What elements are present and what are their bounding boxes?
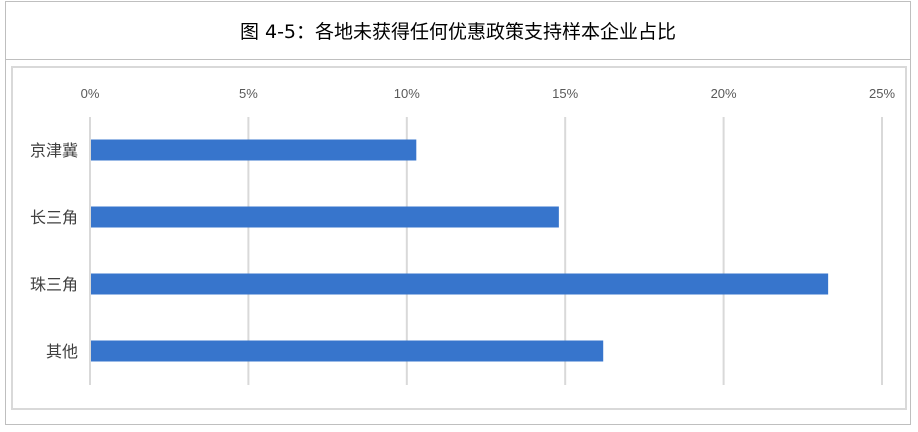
bar-京津冀 <box>91 139 417 161</box>
chart-frame: 图 4-5：各地未获得任何优惠政策支持样本企业占比 <box>5 1 911 425</box>
y-tick-label: 其他 <box>46 342 78 361</box>
x-tick-label: 20% <box>711 86 737 101</box>
x-tick-label: 10% <box>394 86 420 101</box>
chart-title: 图 4-5：各地未获得任何优惠政策支持样本企业占比 <box>6 2 910 60</box>
bar-珠三角 <box>91 273 829 295</box>
x-tick-label: 5% <box>239 86 258 101</box>
y-tick-label: 京津冀 <box>30 141 78 160</box>
plot-area-frame <box>11 66 907 410</box>
y-tick-label: 珠三角 <box>30 275 78 294</box>
x-tick-label: 15% <box>552 86 578 101</box>
bar-长三角 <box>91 206 559 228</box>
x-tick-label: 25% <box>869 86 895 101</box>
x-tick-label: 0% <box>81 86 100 101</box>
bar-其他 <box>91 340 604 362</box>
y-tick-label: 长三角 <box>30 208 78 227</box>
